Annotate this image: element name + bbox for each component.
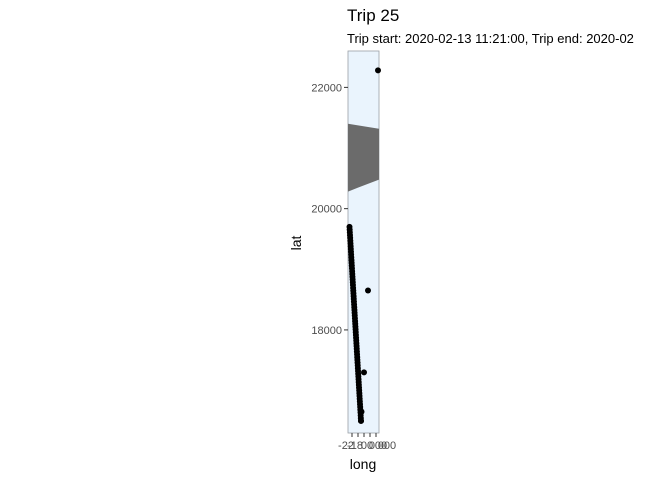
landmass-shape [348, 123, 379, 192]
y-axis-title: lat [288, 236, 304, 251]
y-tick-label: 18000 [311, 325, 342, 337]
plot-panel [347, 50, 380, 434]
chart-title: Trip 25 [347, 6, 399, 25]
y-axis: 18000 20000 22000 [311, 82, 348, 337]
x-tick-label: -22 [338, 440, 354, 452]
x-axis-title: long [350, 456, 376, 472]
x-tick-label: 00 [361, 440, 373, 452]
x-tick-label: -18 [347, 440, 363, 452]
y-tick-label: 20000 [311, 204, 342, 216]
scatter-points [358, 67, 381, 424]
chart-subtitle: Trip start: 2020-02-13 11:21:00, Trip en… [347, 31, 634, 46]
scatter-point [375, 67, 381, 74]
x-tick-label: 000 [369, 440, 387, 452]
scatter-point [365, 287, 371, 294]
y-tick-label: 22000 [311, 82, 342, 94]
scatter-point [361, 369, 367, 376]
scatter-point [358, 408, 365, 415]
x-tick-label: 000 [378, 440, 396, 452]
scatter-point [358, 417, 364, 424]
